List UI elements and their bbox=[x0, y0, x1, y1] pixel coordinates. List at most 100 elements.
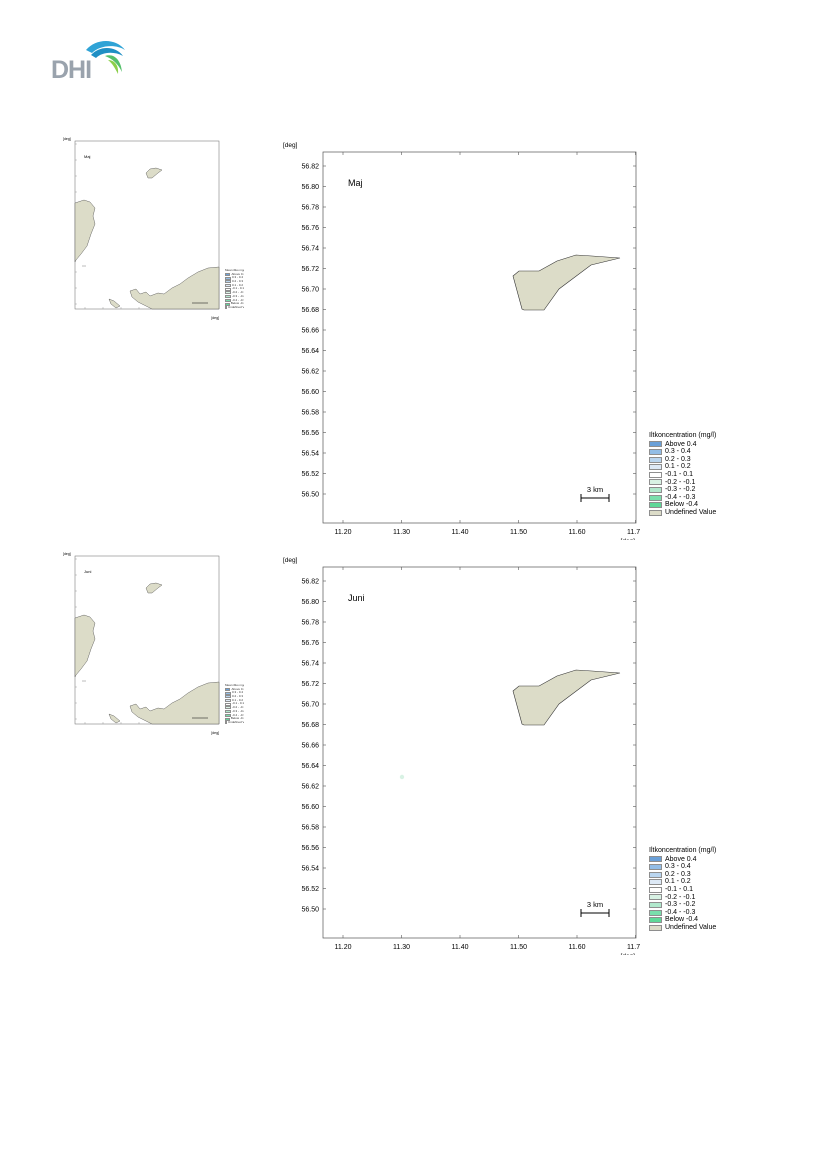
legend-label: Undefined Value bbox=[665, 923, 717, 931]
legend-label: -0.3 - -0.2 bbox=[231, 293, 244, 298]
legend-juni: Iltkoncentration (mg/l) Above 0.4 0.3 - … bbox=[649, 847, 716, 932]
legend-item: Above 0.4 bbox=[649, 856, 716, 864]
y-tick-label: 56.78 bbox=[301, 620, 319, 627]
legend-swatch bbox=[649, 909, 662, 916]
legend-item: -0.3 - -0.2 bbox=[649, 486, 716, 494]
scale-bar-label: 3 km bbox=[587, 900, 603, 909]
legend-label: -0.4 - -0.3 bbox=[665, 908, 696, 916]
legend-label: -0.1 - 0.1 bbox=[232, 701, 244, 706]
legend-item: 0.2 - 0.3 bbox=[225, 694, 244, 699]
x-tick-label: 11.30 bbox=[393, 944, 410, 951]
legend-label: Undefined Value bbox=[665, 508, 717, 516]
legend-label: Below -0.4 bbox=[230, 301, 244, 306]
legend-swatch bbox=[225, 710, 231, 714]
legend-label: 0.1 - 0.2 bbox=[665, 878, 691, 886]
legend-item: 0.2 - 0.3 bbox=[649, 871, 716, 879]
main-map-maj: [deg] 56.82 56.80 56.78 56.76 56.74 56.72 56.70… bbox=[283, 142, 640, 540]
legend-swatch bbox=[649, 871, 662, 878]
legend-swatch bbox=[649, 494, 662, 501]
legend-swatch bbox=[649, 879, 662, 886]
legend-swatch bbox=[225, 291, 231, 295]
legend-label: -0.1 - 0.1 bbox=[665, 885, 694, 893]
overview-legend: Mean iltko mg/l Above 0.4 0.3 - 0.4 0.2 - 0… bbox=[225, 269, 244, 310]
overview-legend: Mean iltko mg/l Above 0.4 0.3 - 0.4 0.2 - 0… bbox=[225, 684, 244, 725]
legend-swatch bbox=[225, 695, 231, 699]
legend-label: -0.3 - -0.2 bbox=[665, 486, 696, 494]
legend-title: Iltkoncentration (mg/l) bbox=[649, 432, 717, 439]
legend-label: 0.2 - 0.3 bbox=[232, 694, 244, 699]
legend-label: -0.4 - -0.3 bbox=[665, 493, 696, 501]
y-tick-label: 56.54 bbox=[301, 451, 319, 458]
legend-label: -0.2 - -0.1 bbox=[231, 705, 244, 710]
legend-item: -0.1 - 0.1 bbox=[225, 702, 244, 706]
x-tick-label: 11.70 bbox=[627, 529, 640, 536]
legend-swatch bbox=[225, 706, 231, 710]
legend-maj: Iltkoncentration (mg/l) Above 0.4 0.3 - … bbox=[649, 432, 716, 517]
legend-label: 0.2 - 0.3 bbox=[232, 279, 244, 284]
map-frame bbox=[322, 566, 637, 939]
scale-bar-label: 3 km bbox=[587, 485, 603, 494]
logo-text: DHI bbox=[51, 56, 92, 84]
legend-swatch bbox=[649, 486, 662, 493]
legend-label: -0.4 - -0.3 bbox=[231, 712, 244, 717]
y-tick-label: 56.62 bbox=[301, 784, 319, 791]
legend-label: -0.1 - 0.1 bbox=[665, 470, 694, 478]
month-label: Juni bbox=[348, 593, 365, 603]
y-tick-label: 56.70 bbox=[301, 287, 319, 294]
overview-x-unit: [deg] bbox=[211, 731, 219, 735]
legend-label: Below -0.4 bbox=[665, 501, 699, 509]
x-tick-label: 11.20 bbox=[335, 944, 352, 951]
legend-swatch bbox=[225, 688, 231, 692]
x-tick-label: 11.30 bbox=[393, 529, 410, 536]
legend-swatch bbox=[649, 886, 662, 893]
legend-swatch bbox=[225, 287, 231, 291]
legend-swatch bbox=[649, 894, 662, 901]
legend-item: 0.1 - 0.2 bbox=[225, 283, 244, 288]
legend-swatch bbox=[649, 509, 662, 516]
legend-label: 0.3 - 0.4 bbox=[665, 448, 691, 456]
legend-label: Above 0.4 bbox=[665, 855, 697, 863]
overview-y-unit: [deg] bbox=[63, 137, 71, 141]
legend-swatch bbox=[225, 273, 231, 277]
y-tick-label: 56.70 bbox=[301, 702, 319, 709]
legend-item: 0.3 - 0.4 bbox=[649, 448, 716, 456]
legend-label: Undefined Value bbox=[228, 304, 244, 309]
legend-swatch bbox=[649, 863, 662, 870]
legend-item: Above 0.4 bbox=[649, 441, 716, 449]
overview-legend-title: Mean iltko mg/l bbox=[225, 684, 244, 687]
legend-item: -0.4 - -0.3 bbox=[649, 909, 716, 917]
overview-coast-zealand bbox=[129, 681, 220, 725]
x-axis-unit: [deg] bbox=[621, 538, 636, 540]
x-tick-label: 11.60 bbox=[569, 944, 586, 951]
legend-item: -0.4 - -0.3 bbox=[649, 494, 716, 502]
legend-item: 0.2 - 0.3 bbox=[649, 456, 716, 464]
overview-x-unit: [deg] bbox=[211, 316, 219, 320]
legend-label: -0.1 - 0.1 bbox=[232, 286, 244, 291]
legend-swatch bbox=[649, 901, 662, 908]
x-tick-label: 11.50 bbox=[510, 944, 527, 951]
legend-swatch bbox=[649, 856, 662, 863]
x-tick-label: 11.20 bbox=[335, 529, 352, 536]
legend-swatch bbox=[649, 456, 662, 463]
y-tick-label: 56.60 bbox=[301, 804, 319, 811]
legend-swatch bbox=[225, 691, 231, 695]
island-anholt bbox=[512, 669, 621, 726]
legend-item: 0.3 - 0.4 bbox=[225, 276, 244, 280]
legend-item: Undefined Value bbox=[649, 509, 716, 517]
overview-y-unit: [deg] bbox=[63, 552, 71, 556]
y-tick-label: 56.52 bbox=[301, 471, 319, 478]
overview-island-small bbox=[108, 298, 121, 309]
y-tick-label: 56.50 bbox=[301, 907, 319, 914]
legend-label: -0.2 - -0.1 bbox=[231, 290, 244, 295]
legend-item: 0.3 - 0.4 bbox=[649, 863, 716, 871]
legend-swatch bbox=[225, 721, 227, 725]
legend-item: -0.2 - -0.1 bbox=[649, 894, 716, 902]
y-tick-label: 56.80 bbox=[301, 599, 319, 606]
legend-swatch bbox=[649, 471, 662, 478]
legend-label: -0.2 - -0.1 bbox=[665, 893, 696, 901]
overview-island-anholt bbox=[145, 167, 163, 179]
legend-swatch bbox=[225, 302, 230, 306]
